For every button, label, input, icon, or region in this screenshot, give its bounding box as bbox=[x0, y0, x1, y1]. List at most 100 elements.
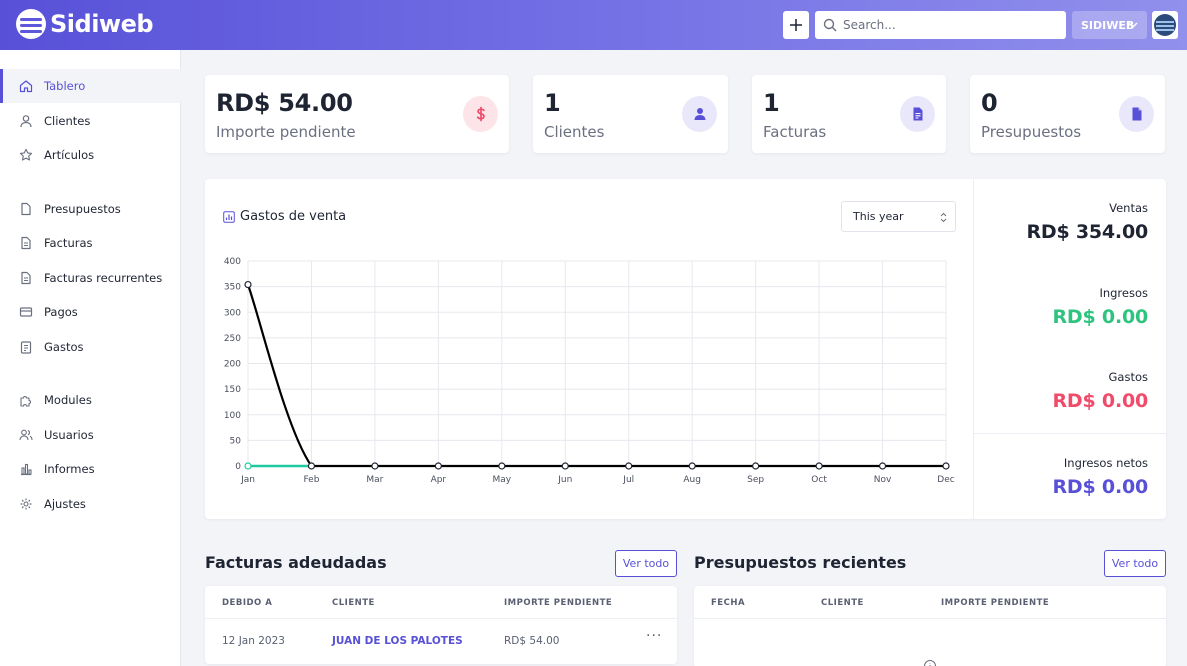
sidebar-item-label: Presupuestos bbox=[44, 202, 121, 216]
x-tick-label: Feb bbox=[303, 475, 319, 485]
data-point bbox=[307, 462, 316, 470]
summary-divider bbox=[974, 433, 1166, 434]
sidebar-item-label: Pagos bbox=[44, 305, 78, 319]
user-avatar[interactable] bbox=[1152, 11, 1178, 39]
data-point bbox=[625, 462, 633, 470]
summary-label-receipts: Ingresos bbox=[1099, 286, 1148, 300]
row-actions-menu-icon[interactable]: ··· bbox=[646, 628, 663, 644]
file-text-icon bbox=[21, 236, 31, 250]
stat-label: Clientes bbox=[544, 123, 605, 141]
x-tick-label: Sep bbox=[747, 475, 764, 485]
x-tick-label: Jan bbox=[240, 475, 255, 485]
users-icon bbox=[19, 429, 33, 441]
dollar-icon bbox=[463, 96, 498, 132]
column-header-amount-due[interactable]: IMPORTE PENDIENTE bbox=[941, 598, 1050, 608]
chart-bar-icon bbox=[21, 463, 32, 476]
data-point bbox=[498, 462, 506, 470]
column-header-date[interactable]: FECHA bbox=[711, 598, 746, 608]
summary-value-sales: RD$ 354.00 bbox=[1026, 221, 1148, 243]
recent-estimates-view-all-button[interactable]: Ver todo bbox=[1104, 550, 1166, 577]
sidebar-item-modules[interactable]: Modules bbox=[0, 383, 181, 417]
sidebar-item-clientes[interactable]: Clientes bbox=[0, 104, 181, 138]
sidebar-item-pagos[interactable]: Pagos bbox=[0, 295, 181, 329]
y-tick-label: 300 bbox=[224, 308, 241, 318]
table-header-divider bbox=[694, 618, 1166, 619]
company-name: SIDIWEB bbox=[1081, 18, 1135, 32]
summary-value-expenses: RD$ 0.00 bbox=[1052, 390, 1148, 412]
puzzle-icon bbox=[20, 396, 31, 407]
row-amount-due: RD$ 54.00 bbox=[504, 635, 560, 647]
info-circle-icon bbox=[924, 660, 936, 666]
x-tick-label: Oct bbox=[811, 475, 827, 485]
x-tick-label: Dec bbox=[937, 475, 954, 485]
stat-card-estimates[interactable]: 0 Presupuestos bbox=[970, 75, 1165, 153]
star-icon bbox=[19, 148, 33, 161]
sidebar-item-facturas-recurrentes[interactable]: Facturas recurrentes bbox=[0, 261, 181, 295]
logo-mark-icon bbox=[16, 9, 46, 39]
user-icon bbox=[20, 115, 32, 128]
column-header-client[interactable]: CLIENTE bbox=[821, 598, 864, 608]
data-point bbox=[942, 462, 950, 470]
search-input[interactable] bbox=[843, 11, 1061, 39]
summary-label-sales: Ventas bbox=[1109, 201, 1148, 215]
x-tick-label: Mar bbox=[366, 475, 383, 485]
stat-value: RD$ 54.00 bbox=[216, 89, 353, 117]
search-box[interactable] bbox=[815, 11, 1066, 39]
summary-value-net-income: RD$ 0.00 bbox=[1052, 476, 1148, 498]
stat-card-amount-due[interactable]: RD$ 54.00 Importe pendiente bbox=[205, 75, 509, 153]
column-header-due[interactable]: DEBIDO A bbox=[222, 598, 273, 608]
data-point bbox=[244, 462, 252, 470]
plus-icon bbox=[790, 19, 802, 31]
app-logo[interactable]: Sidiweb bbox=[16, 9, 154, 39]
due-invoices-view-all-button[interactable]: Ver todo bbox=[615, 550, 677, 577]
sidebar-item-gastos[interactable]: Gastos bbox=[0, 330, 181, 364]
top-header: Sidiweb SIDIWEB bbox=[0, 0, 1187, 50]
stat-value: 0 bbox=[981, 89, 998, 117]
create-new-button[interactable] bbox=[783, 11, 809, 39]
x-tick-label: Nov bbox=[874, 475, 892, 485]
y-tick-label: 200 bbox=[224, 360, 241, 370]
data-point bbox=[815, 462, 823, 470]
sidebar-item-label: Artículos bbox=[44, 148, 95, 162]
row-client-link[interactable]: JUAN DE LOS PALOTES bbox=[332, 635, 463, 647]
sidebar-item-label: Tablero bbox=[44, 79, 86, 93]
stat-value: 1 bbox=[544, 89, 561, 117]
sidebar-item-informes[interactable]: Informes bbox=[0, 452, 181, 486]
x-tick-label: Aug bbox=[683, 475, 701, 485]
due-invoices-table: DEBIDO A CLIENTE IMPORTE PENDIENTE 12 Ja… bbox=[205, 586, 677, 664]
stat-label: Presupuestos bbox=[981, 123, 1082, 141]
x-tick-label: Jul bbox=[622, 475, 634, 485]
clipboard-icon bbox=[20, 341, 32, 354]
sidebar: Tablero Clientes Artículos Presupuestos … bbox=[0, 50, 181, 666]
app-name: Sidiweb bbox=[50, 10, 154, 38]
data-point bbox=[752, 462, 760, 470]
sidebar-item-presupuestos[interactable]: Presupuestos bbox=[0, 192, 181, 226]
y-tick-label: 150 bbox=[224, 385, 241, 395]
sidebar-item-label: Modules bbox=[44, 393, 92, 407]
line-chart: 0 50 100 150 200 250 300 350 400 Jan Feb Mar Apr May J… bbox=[224, 257, 955, 485]
sidebar-item-label: Gastos bbox=[44, 340, 84, 354]
sidebar-item-facturas[interactable]: Facturas bbox=[0, 226, 181, 260]
sidebar-item-tablero[interactable]: Tablero bbox=[0, 69, 181, 103]
stat-card-customers[interactable]: 1 Clientes bbox=[533, 75, 728, 153]
sidebar-item-ajustes[interactable]: Ajustes bbox=[0, 487, 181, 521]
row-due-date: 12 Jan 2023 bbox=[222, 635, 285, 647]
table-header-divider bbox=[205, 618, 677, 619]
sidebar-item-usuarios[interactable]: Usuarios bbox=[0, 418, 181, 452]
column-header-client[interactable]: CLIENTE bbox=[332, 598, 375, 608]
sales-expenses-panel: Gastos de venta This year 0 50 100 150 200 25… bbox=[205, 179, 1166, 519]
data-point bbox=[878, 462, 887, 470]
x-tick-label: Apr bbox=[431, 475, 447, 485]
summary-label-expenses: Gastos bbox=[1108, 370, 1149, 384]
column-header-amount-due[interactable]: IMPORTE PENDIENTE bbox=[504, 598, 613, 608]
stat-card-invoices[interactable]: 1 Facturas bbox=[752, 75, 946, 153]
user-solid-icon bbox=[682, 96, 717, 132]
stat-label: Facturas bbox=[763, 123, 827, 141]
invoice-icon bbox=[900, 96, 935, 132]
recent-estimates-title: Presupuestos recientes bbox=[694, 553, 907, 572]
y-tick-label: 250 bbox=[224, 334, 241, 344]
y-tick-label: 0 bbox=[235, 462, 241, 472]
company-switcher[interactable]: SIDIWEB bbox=[1072, 11, 1147, 39]
sidebar-item-articulos[interactable]: Artículos bbox=[0, 138, 181, 172]
period-select[interactable]: This year bbox=[841, 201, 956, 232]
